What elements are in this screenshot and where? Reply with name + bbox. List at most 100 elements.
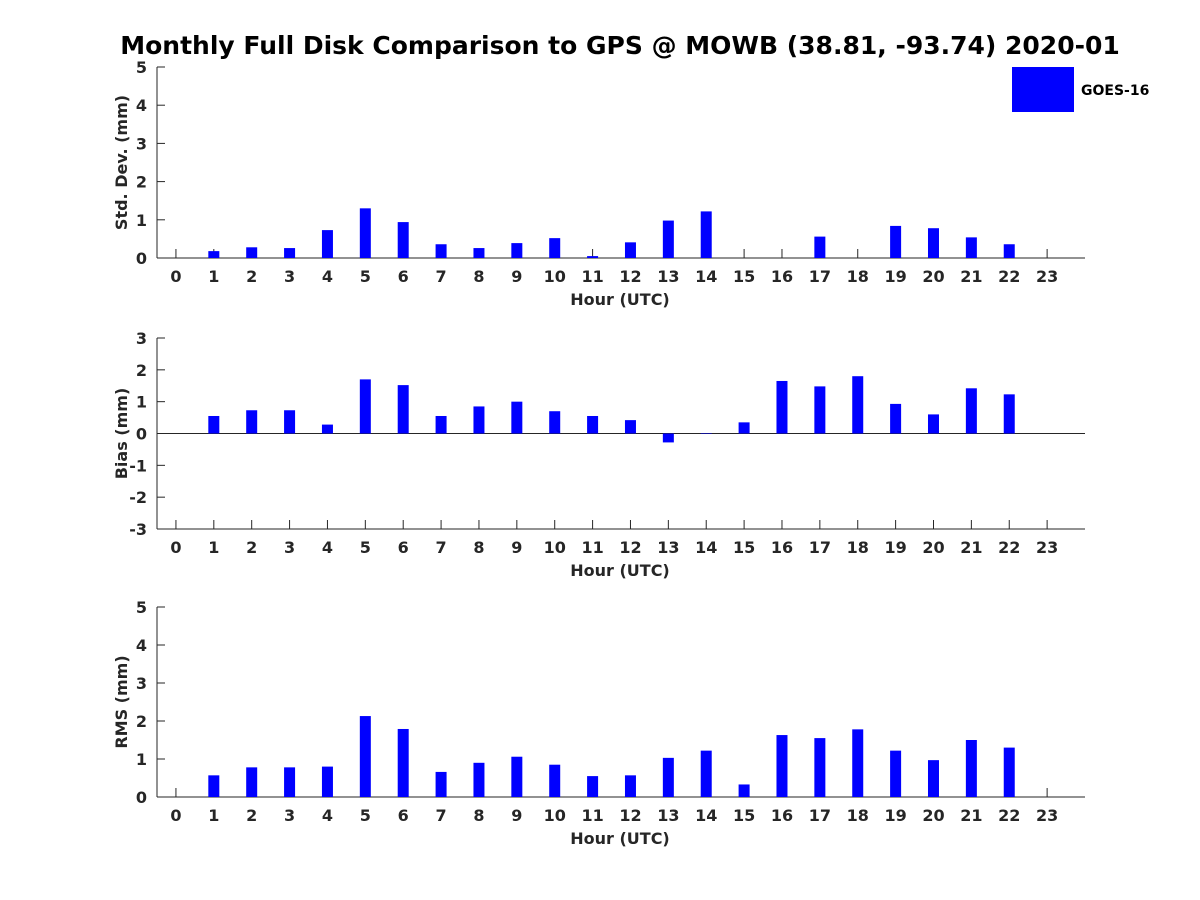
bar-bias-hour-14	[700, 433, 712, 434]
y-tick-label: 3	[136, 134, 147, 153]
x-tick-label: 18	[847, 806, 869, 825]
bar-std-hour-12	[624, 242, 636, 258]
bar-rms-hour-11	[587, 776, 599, 797]
bar-bias-hour-17	[814, 386, 826, 434]
x-tick-label: 19	[884, 806, 906, 825]
y-tick-label: 2	[136, 361, 147, 380]
x-tick-label: 22	[998, 538, 1020, 557]
bar-bias-hour-5	[359, 379, 371, 434]
bar-std-hour-6	[397, 222, 409, 258]
x-tick-label: 8	[473, 267, 484, 286]
x-tick-label: 5	[360, 267, 371, 286]
y-tick-label: 3	[136, 329, 147, 348]
x-tick-label: 10	[544, 806, 566, 825]
y-tick-label: -1	[129, 456, 147, 475]
x-tick-label: 9	[511, 806, 522, 825]
x-tick-label: 20	[922, 538, 944, 557]
bar-bias-hour-6	[397, 385, 409, 434]
y-tick-label: 4	[136, 636, 147, 655]
x-tick-label: 15	[733, 806, 755, 825]
x-tick-label: 9	[511, 267, 522, 286]
x-tick-label: 18	[847, 267, 869, 286]
bar-rms-hour-12	[624, 775, 636, 797]
x-tick-label: 3	[284, 267, 295, 286]
x-tick-label: 0	[170, 267, 181, 286]
x-tick-label: 6	[398, 538, 409, 557]
x-tick-label: 13	[657, 806, 679, 825]
bar-rms-hour-9	[511, 756, 523, 797]
bar-std-hour-5	[359, 208, 371, 258]
bar-bias-hour-15	[738, 422, 750, 434]
bar-std-hour-19	[890, 225, 902, 258]
bar-rms-hour-14	[700, 750, 712, 797]
bar-std-hour-13	[662, 220, 674, 258]
y-tick-label: 5	[136, 598, 147, 617]
y-axis-label: RMS (mm)	[112, 655, 131, 748]
x-tick-label: 1	[208, 267, 219, 286]
y-tick-label: 0	[136, 249, 147, 268]
y-tick-label: 0	[136, 788, 147, 807]
x-tick-label: 21	[960, 806, 982, 825]
x-tick-label: 7	[436, 806, 447, 825]
x-tick-label: 15	[733, 538, 755, 557]
x-tick-label: 12	[619, 538, 641, 557]
y-axis-label: Std. Dev. (mm)	[112, 95, 131, 230]
x-tick-label: 13	[657, 267, 679, 286]
bar-rms-hour-15	[738, 784, 750, 797]
x-tick-label: 11	[581, 806, 603, 825]
bar-std-hour-8	[473, 248, 485, 258]
y-tick-label: 5	[136, 58, 147, 77]
x-tick-label: 22	[998, 806, 1020, 825]
x-tick-label: 15	[733, 267, 755, 286]
bar-bias-hour-13	[662, 433, 674, 443]
x-tick-label: 11	[581, 267, 603, 286]
x-tick-label: 4	[322, 806, 333, 825]
x-tick-label: 10	[544, 538, 566, 557]
y-axis-label: Bias (mm)	[112, 388, 131, 480]
x-tick-label: 12	[619, 267, 641, 286]
bar-rms-hour-17	[814, 738, 826, 797]
x-tick-label: 19	[884, 267, 906, 286]
x-tick-label: 7	[436, 538, 447, 557]
x-tick-label: 17	[809, 267, 831, 286]
bar-rms-hour-6	[397, 728, 409, 797]
bar-bias-hour-22	[1003, 394, 1015, 434]
x-tick-label: 3	[284, 806, 295, 825]
bar-rms-hour-16	[776, 735, 788, 797]
bar-bias-hour-16	[776, 380, 788, 434]
bar-bias-hour-2	[246, 410, 258, 434]
bar-bias-hour-21	[965, 388, 977, 434]
x-tick-label: 8	[473, 538, 484, 557]
x-tick-label: 5	[360, 806, 371, 825]
bar-bias-hour-10	[549, 411, 561, 434]
legend-label: GOES-16	[1081, 83, 1149, 99]
bar-bias-hour-11	[587, 415, 599, 434]
bar-std-hour-20	[927, 228, 939, 258]
x-tick-label: 23	[1036, 267, 1058, 286]
bar-bias-hour-19	[890, 403, 902, 434]
x-tick-label: 17	[809, 806, 831, 825]
x-tick-label: 2	[246, 538, 257, 557]
bar-std-hour-1	[208, 251, 220, 258]
bar-std-hour-17	[814, 236, 826, 258]
x-tick-label: 22	[998, 267, 1020, 286]
x-tick-label: 20	[922, 267, 944, 286]
bar-std-hour-7	[435, 244, 447, 258]
x-tick-label: 10	[544, 267, 566, 286]
y-tick-label: -3	[129, 520, 147, 539]
bar-rms-hour-20	[927, 760, 939, 797]
x-tick-label: 8	[473, 806, 484, 825]
bar-bias-hour-9	[511, 401, 523, 434]
bar-rms-hour-4	[321, 766, 333, 797]
bar-rms-hour-7	[435, 771, 447, 797]
x-tick-label: 2	[246, 806, 257, 825]
x-tick-label: 5	[360, 538, 371, 557]
bar-std-hour-2	[246, 247, 258, 258]
x-tick-label: 1	[208, 538, 219, 557]
bar-rms-hour-22	[1003, 747, 1015, 797]
x-tick-label: 21	[960, 538, 982, 557]
y-tick-label: 3	[136, 674, 147, 693]
